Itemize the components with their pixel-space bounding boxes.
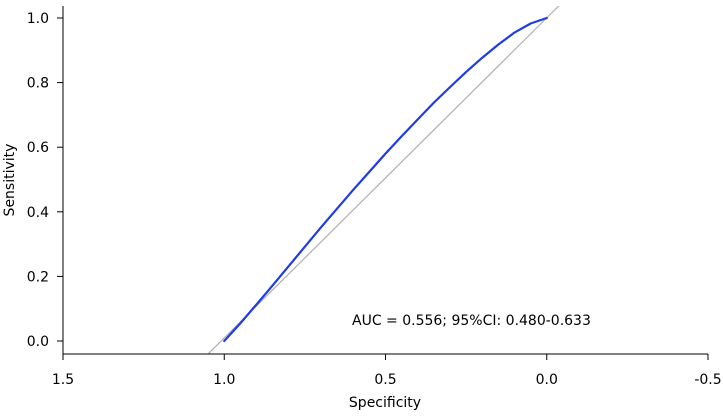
y-tick-label-3: 0.6 [27,140,49,156]
x-tick-label-1: 1.0 [213,372,235,388]
x-tick-label-4: -0.5 [694,372,721,388]
auc-annotation: AUC = 0.556; 95%CI: 0.480-0.633 [352,313,591,329]
y-tick-label-0: 0.0 [27,334,49,350]
x-axis-title: Specificity [349,395,421,411]
y-axis-title: Sensitivity [2,144,18,217]
reference-line [207,6,560,354]
plot-area [207,6,560,354]
y-tick-label-2: 0.4 [27,205,49,221]
axes: 0.0 0.2 0.4 0.6 0.8 1.0 1.5 1.0 0.5 0.0 -0.5 [27,6,722,388]
x-tick-label-3: 0.0 [536,372,558,388]
roc-curve-series-0 [223,16,548,343]
y-tick-label-4: 0.8 [27,76,49,92]
y-tick-label-1: 0.2 [27,269,49,285]
x-tick-label-0: 1.5 [52,372,74,388]
x-tick-label-2: 0.5 [374,372,396,388]
y-tick-label-5: 1.0 [27,11,49,27]
